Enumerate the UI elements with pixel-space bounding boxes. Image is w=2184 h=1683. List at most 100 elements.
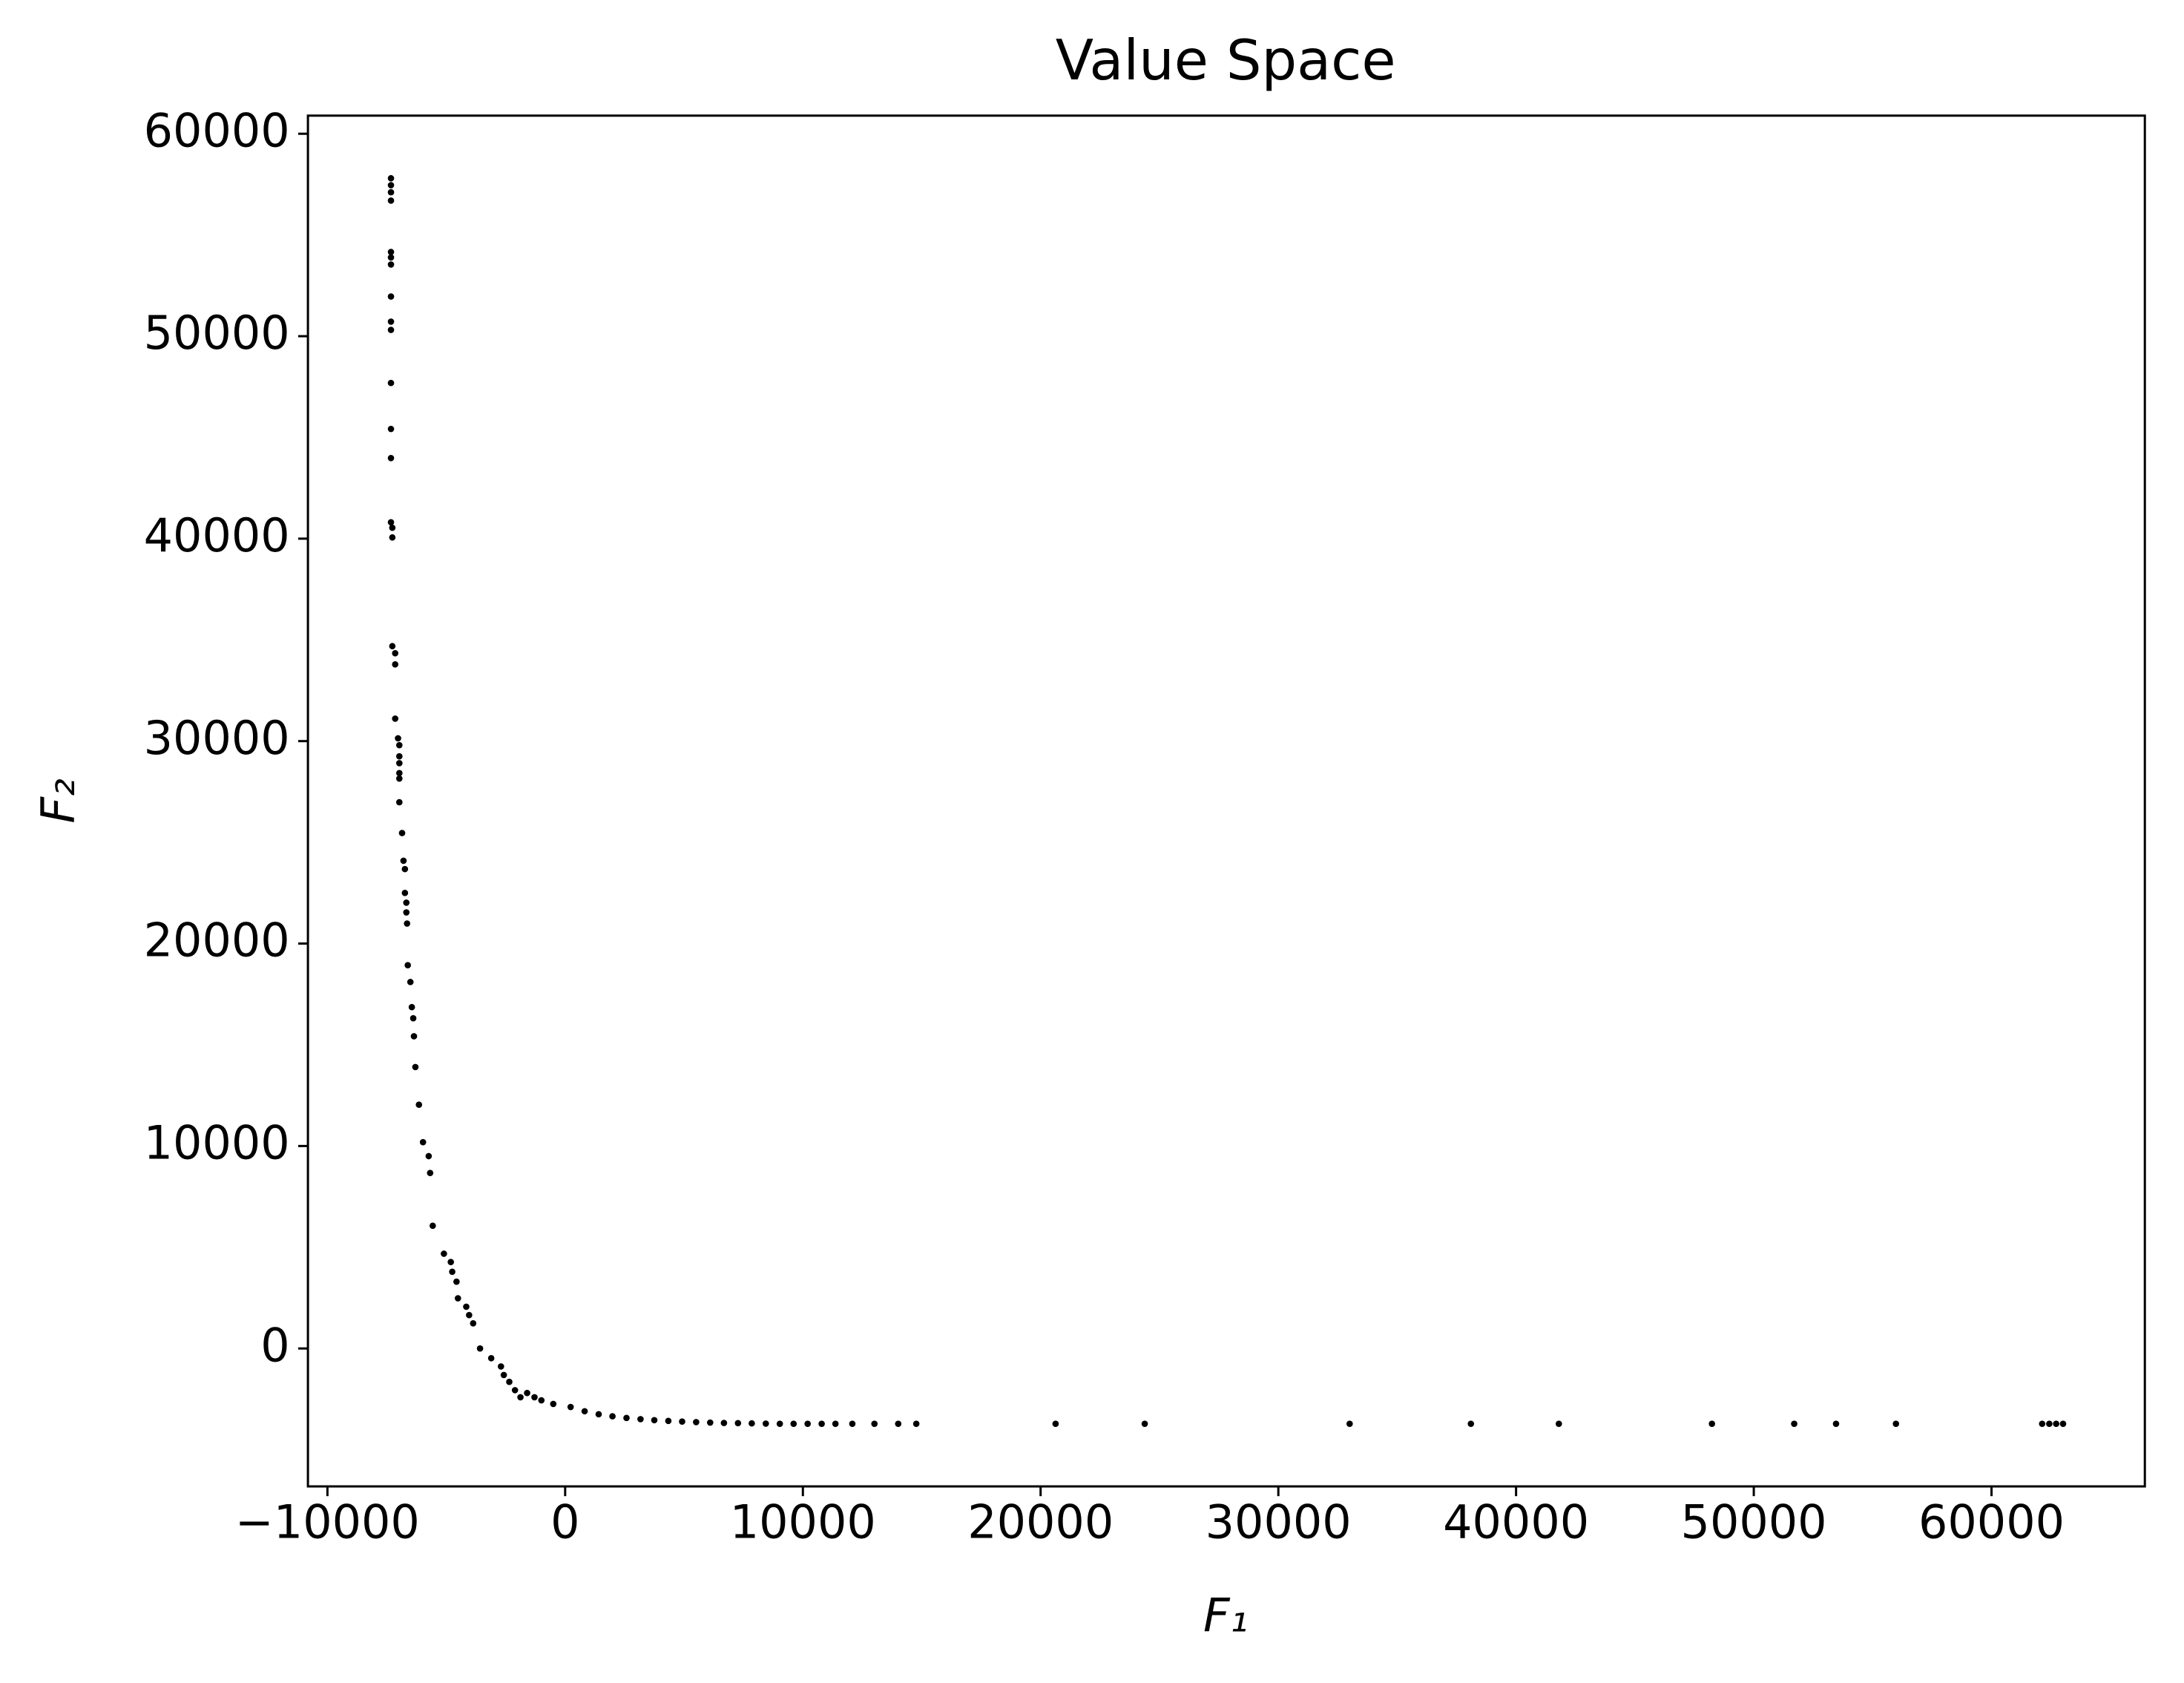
point <box>2039 1420 2046 1427</box>
point <box>517 1394 524 1401</box>
point <box>392 649 399 657</box>
point <box>389 643 396 650</box>
point <box>447 1259 455 1266</box>
x-tick-label: 50000 <box>1681 1495 1827 1549</box>
point <box>790 1420 797 1427</box>
y-tick-label: 10000 <box>144 1115 290 1169</box>
point <box>449 1268 455 1276</box>
point <box>1141 1420 1148 1427</box>
point <box>398 830 406 836</box>
point <box>395 760 403 767</box>
point <box>401 865 409 873</box>
point <box>401 890 409 896</box>
point <box>395 735 401 742</box>
x-tick-label: 10000 <box>730 1495 876 1549</box>
point <box>387 197 395 204</box>
point <box>1052 1420 1059 1427</box>
point <box>404 920 411 927</box>
point <box>395 775 403 782</box>
y-tick-label: 20000 <box>144 913 290 968</box>
point <box>387 318 395 325</box>
point <box>389 534 396 541</box>
point <box>476 1345 484 1352</box>
x-axis-label: F₁ <box>1203 1588 1248 1642</box>
point <box>538 1397 545 1404</box>
x-tick-label: 30000 <box>1206 1495 1352 1549</box>
point <box>395 752 403 760</box>
point <box>895 1420 902 1427</box>
point <box>387 174 395 182</box>
y-tick-label: 60000 <box>144 103 290 157</box>
point <box>387 519 395 526</box>
y-tick-label: 0 <box>260 1318 289 1372</box>
point <box>749 1420 755 1427</box>
point <box>403 899 410 906</box>
point <box>581 1408 588 1415</box>
point <box>392 660 399 668</box>
point <box>849 1420 856 1427</box>
point <box>1708 1420 1715 1427</box>
point <box>412 1063 419 1071</box>
point <box>415 1101 423 1109</box>
x-tick-label: 60000 <box>1918 1495 2065 1549</box>
point <box>407 979 414 985</box>
point <box>623 1414 630 1422</box>
y-axis-label: F₂ <box>31 778 85 823</box>
point <box>463 1303 470 1310</box>
point <box>818 1420 825 1427</box>
point <box>1892 1420 1900 1427</box>
point <box>410 1033 418 1040</box>
point <box>410 1014 417 1022</box>
x-tick-label: 0 <box>550 1495 579 1549</box>
point <box>425 1152 432 1160</box>
point <box>387 425 395 433</box>
point <box>470 1320 477 1327</box>
point <box>1791 1420 1797 1427</box>
point <box>832 1420 839 1427</box>
point <box>427 1169 434 1176</box>
point <box>776 1420 783 1427</box>
point <box>531 1394 538 1401</box>
point <box>651 1417 658 1424</box>
point <box>500 1371 507 1379</box>
point <box>389 524 396 531</box>
point <box>400 857 407 865</box>
chart-title: Value Space <box>1056 27 1396 93</box>
point <box>720 1420 728 1426</box>
y-tick-label: 30000 <box>144 711 290 765</box>
point <box>487 1354 495 1362</box>
point <box>2053 1420 2060 1427</box>
point <box>387 188 395 196</box>
point <box>550 1400 557 1408</box>
point <box>419 1138 427 1146</box>
point <box>403 909 410 916</box>
point <box>609 1413 616 1420</box>
point <box>395 798 403 806</box>
point <box>1555 1420 1562 1427</box>
point <box>679 1418 685 1425</box>
point <box>595 1411 602 1418</box>
y-tick-label: 40000 <box>144 508 290 562</box>
point <box>1467 1420 1475 1427</box>
point <box>454 1295 461 1302</box>
y-tick-label: 50000 <box>144 306 290 360</box>
point <box>453 1278 460 1285</box>
point <box>497 1363 504 1370</box>
point <box>567 1403 574 1411</box>
point <box>2046 1420 2053 1427</box>
point <box>524 1389 530 1397</box>
point <box>871 1420 878 1427</box>
x-tick-label: 20000 <box>967 1495 1114 1549</box>
plot-frame <box>306 114 2146 1488</box>
point <box>430 1222 436 1230</box>
point <box>734 1420 742 1427</box>
point <box>804 1420 811 1427</box>
point <box>506 1378 513 1385</box>
point <box>466 1311 473 1319</box>
point <box>665 1417 672 1425</box>
point <box>387 249 395 255</box>
point <box>395 741 403 749</box>
